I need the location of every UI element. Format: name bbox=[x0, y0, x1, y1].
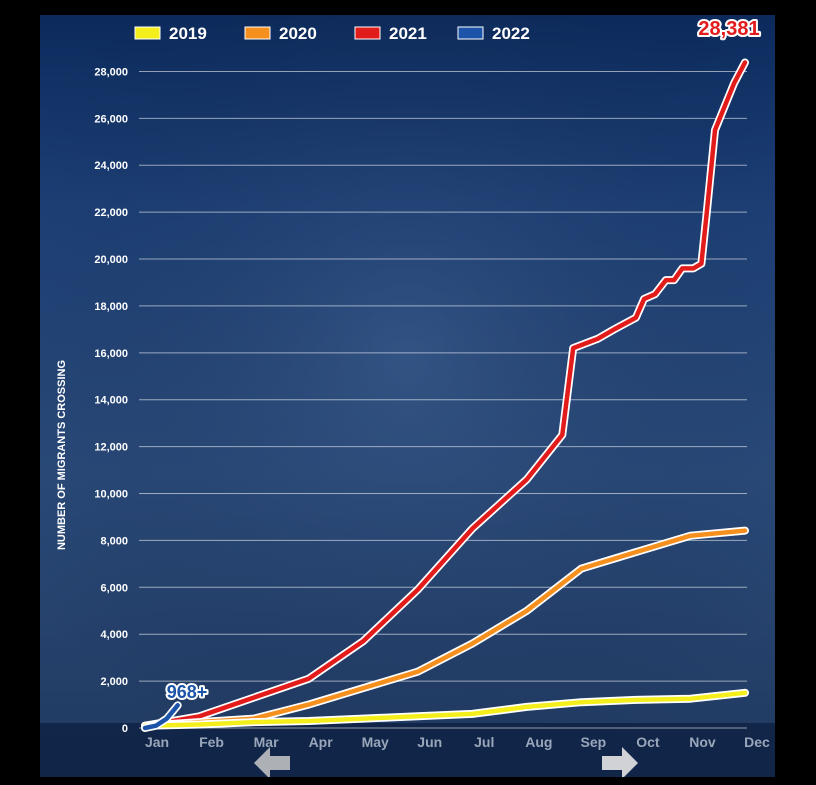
x-tick-label: Jan bbox=[145, 734, 169, 750]
gridlines bbox=[139, 70, 747, 729]
y-tick-label: 16,000 bbox=[94, 348, 128, 360]
legend-swatch-2019 bbox=[134, 26, 161, 40]
legend-label-2019: 2019 bbox=[169, 24, 207, 43]
y-tick-label: 26,000 bbox=[94, 113, 128, 125]
series-line-2019 bbox=[142, 690, 748, 728]
y-tick-label: 18,000 bbox=[94, 301, 128, 313]
x-tick-label: Nov bbox=[689, 734, 716, 750]
legend: 2019 2020 2021 2022 bbox=[134, 24, 530, 43]
y-tick-label: 10,000 bbox=[94, 489, 128, 501]
x-tick-label: Jun bbox=[417, 734, 442, 750]
annotation-2021: 28,381 bbox=[698, 18, 759, 40]
y-tick-label: 22,000 bbox=[94, 207, 128, 219]
y-tick-label: 0 bbox=[122, 723, 128, 735]
y-tick-label: 2,000 bbox=[100, 676, 128, 688]
chart-frame: 0 2,000 4,000 6,000 8,000 10,000 12,000 14,000 1… bbox=[40, 15, 775, 777]
y-tick-label: 4,000 bbox=[100, 629, 128, 641]
legend-swatch-2021 bbox=[354, 26, 381, 40]
legend-label-2021: 2021 bbox=[389, 24, 427, 43]
next-arrow-icon[interactable] bbox=[600, 743, 640, 777]
y-tick-label: 28,000 bbox=[94, 66, 128, 78]
y-tick-label: 6,000 bbox=[100, 582, 128, 594]
y-axis-label: NUMBER OF MIGRANTS CROSSING bbox=[56, 360, 68, 550]
x-tick-label: Sep bbox=[581, 734, 607, 750]
series-line-2021 bbox=[142, 60, 748, 728]
legend-label-2020: 2020 bbox=[279, 24, 317, 43]
x-tick-label: Oct bbox=[636, 734, 660, 750]
chart-background-glow bbox=[40, 15, 775, 777]
annotation-2022: 968+ bbox=[167, 682, 208, 702]
chart-bottom-band bbox=[40, 723, 775, 777]
legend-label-2022: 2022 bbox=[492, 24, 530, 43]
legend-swatch-2022 bbox=[457, 26, 484, 40]
y-tick-label: 8,000 bbox=[100, 535, 128, 547]
legend-swatch-2020 bbox=[244, 26, 271, 40]
x-tick-label: Mar bbox=[254, 734, 279, 750]
series-lines bbox=[141, 58, 749, 732]
y-axis-ticks: 0 2,000 4,000 6,000 8,000 10,000 12,000 14,000 1… bbox=[94, 66, 128, 735]
x-tick-label: Feb bbox=[199, 734, 224, 750]
x-tick-label: Apr bbox=[309, 734, 334, 750]
x-axis-ticks: Jan Feb Mar Apr May Jun Jul Aug Sep Oct Nov Dec bbox=[145, 734, 770, 750]
line-chart: 0 2,000 4,000 6,000 8,000 10,000 12,000 14,000 1… bbox=[40, 15, 775, 777]
annotations: 28,381 968+ bbox=[165, 16, 762, 704]
y-tick-label: 12,000 bbox=[94, 442, 128, 454]
x-tick-label: Aug bbox=[525, 734, 552, 750]
previous-arrow-icon[interactable] bbox=[252, 743, 292, 777]
y-tick-label: 20,000 bbox=[94, 254, 128, 266]
x-tick-label: Jul bbox=[474, 734, 494, 750]
y-tick-label: 14,000 bbox=[94, 395, 128, 407]
series-line-2022 bbox=[142, 703, 180, 731]
y-tick-label: 24,000 bbox=[94, 160, 128, 172]
x-tick-label: Dec bbox=[744, 734, 770, 750]
x-tick-label: May bbox=[362, 734, 389, 750]
